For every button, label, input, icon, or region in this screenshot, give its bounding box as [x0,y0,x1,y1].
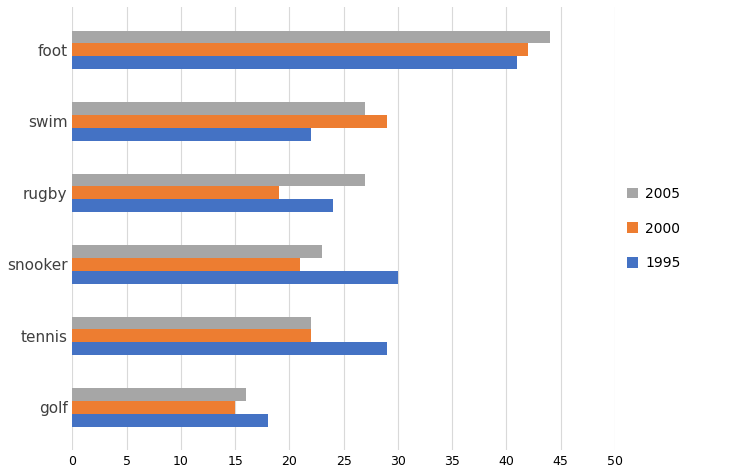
Bar [73,258,300,271]
Bar [73,316,311,329]
Bar [73,173,365,186]
Bar [73,30,550,43]
Bar [73,199,333,212]
Bar [73,414,268,427]
Bar [73,186,278,199]
Bar [73,271,398,284]
Bar [73,102,365,115]
Bar [73,56,518,69]
Bar [73,43,528,56]
Bar [73,115,387,128]
Bar [73,401,236,414]
Bar [73,128,311,141]
Bar [73,329,311,342]
Bar [73,245,322,258]
Bar [73,388,246,401]
Bar [73,342,387,355]
Legend: 2005, 2000, 1995: 2005, 2000, 1995 [627,187,681,270]
